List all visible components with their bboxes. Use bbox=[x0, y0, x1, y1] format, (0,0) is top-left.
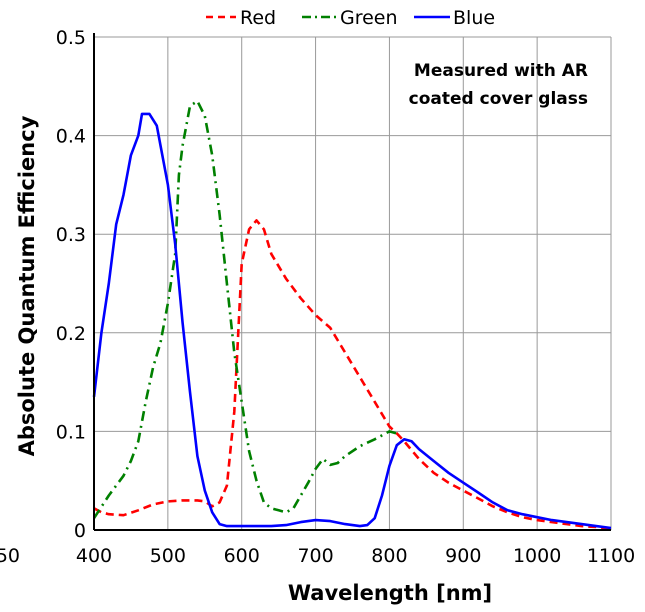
annotation-line-1: Measured with AR bbox=[414, 61, 588, 81]
legend-label-red: Red bbox=[240, 7, 276, 29]
y-tick-label: 0.1 bbox=[56, 421, 86, 443]
series-line-red bbox=[93, 219, 612, 531]
y-axis-label: Absolute Quantum Efficiency bbox=[15, 115, 39, 456]
grid-lines bbox=[94, 36, 612, 530]
x-tick-label: 400 bbox=[76, 545, 112, 567]
legend-label-green: Green bbox=[340, 7, 398, 29]
y-tick-label: 0 bbox=[74, 520, 86, 542]
annotation: Measured with AR coated cover glass bbox=[409, 61, 588, 109]
x-tick-label: 700 bbox=[297, 545, 333, 567]
x-tick-label: 500 bbox=[150, 545, 186, 567]
x-tick-label: 1000 bbox=[513, 545, 561, 567]
y-tick-label: 0.5 bbox=[56, 27, 86, 49]
x-tick-label: 600 bbox=[224, 545, 260, 567]
x-tick-label: 1100 bbox=[587, 545, 635, 567]
annotation-line-2: coated cover glass bbox=[409, 89, 588, 109]
y-tick-labels: 0 0.1 0.2 0.3 0.4 0.5 bbox=[56, 27, 86, 542]
x-tick-label-partial: 350 bbox=[0, 545, 20, 567]
x-axis-label: Wavelength [nm] bbox=[288, 581, 492, 605]
x-tick-labels: 400 500 600 700 800 900 1000 1100 350 bbox=[0, 545, 635, 567]
legend: Red Green Blue bbox=[206, 7, 495, 29]
y-tick-label: 0.3 bbox=[56, 224, 86, 246]
y-tick-label: 0.2 bbox=[56, 323, 86, 345]
legend-label-blue: Blue bbox=[453, 7, 495, 29]
series-lines bbox=[92, 99, 612, 531]
series-line-blue bbox=[92, 112, 612, 530]
x-tick-label: 800 bbox=[371, 545, 407, 567]
series-line-green bbox=[92, 99, 398, 519]
axes bbox=[93, 33, 611, 531]
y-tick-label: 0.4 bbox=[56, 126, 86, 148]
x-tick-label: 900 bbox=[445, 545, 481, 567]
